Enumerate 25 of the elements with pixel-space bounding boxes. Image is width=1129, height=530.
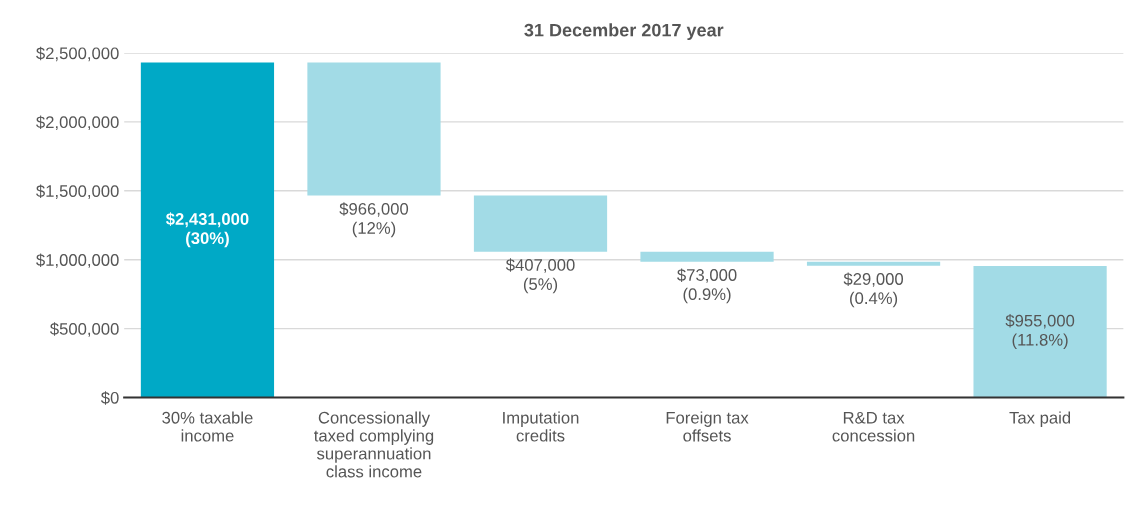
data-label: $73,000 (0.9%) bbox=[677, 268, 737, 304]
x-tick-label: Foreign tax offsets bbox=[666, 411, 749, 442]
bar bbox=[806, 261, 941, 266]
x-tick-label: R&D tax concession bbox=[832, 411, 915, 442]
bar bbox=[973, 265, 1107, 398]
data-label: $29,000 (0.4%) bbox=[843, 272, 904, 308]
x-tick-label: 30% taxable income bbox=[162, 411, 253, 442]
data-label: $955,000 (11.8%) bbox=[1005, 314, 1075, 350]
data-label: $966,000 (12%) bbox=[339, 202, 409, 238]
y-tick-label: $2,000,000 bbox=[36, 115, 119, 131]
y-tick-label: $0 bbox=[100, 391, 119, 405]
data-label: $2,431,000 (30%) bbox=[165, 212, 249, 248]
bar bbox=[140, 62, 275, 398]
y-tick-label: $1,500,000 bbox=[36, 184, 119, 199]
y-tick-label: $2,500,000 bbox=[36, 46, 119, 62]
x-tick-label: Tax paid bbox=[1009, 411, 1071, 427]
y-tick-label: $500,000 bbox=[50, 322, 119, 337]
chart-title: 31 December 2017 year bbox=[524, 23, 724, 41]
y-tick-label: $1,000,000 bbox=[36, 253, 119, 268]
x-tick-label: Concessionally taxed complying superannuation class income bbox=[314, 411, 434, 478]
x-tick-label: Imputation credits bbox=[503, 411, 579, 442]
bar bbox=[307, 62, 441, 196]
bar bbox=[473, 195, 608, 252]
data-label: $407,000 (5%) bbox=[505, 258, 575, 294]
bar bbox=[640, 251, 774, 262]
